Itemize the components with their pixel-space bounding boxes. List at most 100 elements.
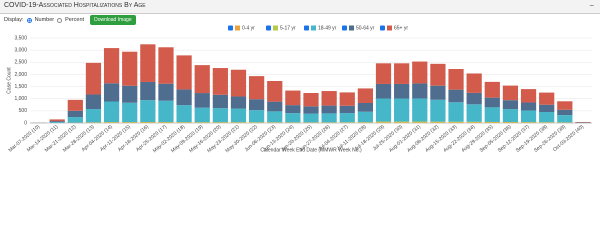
bar-segment (85, 109, 102, 123)
bar-segment (49, 121, 65, 123)
bar-segment (230, 69, 247, 97)
bar-segment (303, 113, 319, 123)
bar-segment (412, 98, 428, 122)
bar-segment (448, 102, 464, 122)
bar-segment (448, 89, 464, 103)
bar-segment (230, 96, 247, 109)
bar-segment (67, 99, 83, 111)
bar-segment (140, 100, 156, 123)
bar-segment (448, 69, 464, 90)
radio-label[interactable]: Percent (65, 17, 85, 23)
bar-segment (557, 115, 573, 123)
legend-item[interactable]: 18-49 yr (304, 25, 337, 31)
legend-swatch (349, 25, 354, 31)
bar-segment (539, 92, 555, 105)
bar-segment (230, 108, 247, 123)
legend-item[interactable]: 0-4 yr (228, 25, 255, 31)
bar-segment (484, 81, 500, 98)
radio-label[interactable]: Number (34, 17, 55, 23)
collapse-button[interactable]: − (589, 1, 594, 10)
bar-segment (412, 61, 428, 84)
bar-segment (122, 85, 138, 103)
bar-segment (520, 102, 537, 111)
bar-segment (303, 106, 319, 114)
bar-segment (103, 48, 120, 84)
legend-item[interactable]: 50-64 yr (342, 25, 375, 31)
y-tick-label: 1,500 (14, 84, 27, 90)
bar-segment (430, 85, 446, 100)
bar-segment (502, 100, 519, 110)
bar-segment (103, 83, 120, 102)
bar-segment (267, 111, 283, 123)
bar-segment (430, 63, 446, 86)
bar-segment (140, 122, 156, 123)
bar-segment (176, 105, 192, 123)
bar-segment (103, 101, 120, 123)
bar-segment (412, 83, 428, 99)
bar-segment (339, 113, 355, 123)
bar-segment (212, 68, 228, 95)
bar-segment (339, 105, 355, 114)
legend-checkbox (228, 25, 233, 31)
bar-segment (158, 83, 174, 101)
bar-segment (285, 90, 301, 106)
legend-item[interactable]: 5-17 yr (266, 25, 296, 31)
bar-segment (375, 83, 392, 99)
bar-segment (122, 102, 138, 123)
bar-segment (448, 121, 464, 123)
bar-segment (339, 92, 355, 106)
legend-swatch (273, 25, 278, 31)
bar-segment (122, 51, 138, 86)
legend-swatch (235, 25, 240, 31)
bar-segment (484, 121, 500, 123)
bar-segment (212, 108, 228, 123)
legend-checkbox (304, 25, 309, 31)
legend-label: 0-4 yr (242, 25, 255, 31)
bar-segment (176, 55, 192, 90)
controls: Display: Number Percent Download Image (4, 15, 136, 25)
legend-checkbox (342, 25, 347, 31)
bar-segment (194, 93, 210, 108)
y-tick-label: 3,500 (14, 35, 27, 41)
bar-segment (67, 110, 83, 118)
bar-segment (430, 121, 446, 123)
bar-segment (158, 47, 174, 84)
legend-label: 65+ yr (394, 25, 408, 31)
download-button[interactable]: Download Image (90, 15, 136, 25)
legend-label: 50-64 yr (356, 25, 375, 31)
bar-segment (212, 94, 228, 109)
radio[interactable] (57, 17, 63, 23)
bar-segment (394, 83, 410, 99)
x-axis-title: Calendar Week End Date (MMWR Week No.) (260, 147, 362, 153)
bar-segment (303, 92, 319, 107)
bar-segment (502, 109, 519, 123)
y-tick-label: 0 (24, 120, 27, 126)
bar-segment (430, 122, 446, 123)
y-tick-label: 500 (19, 108, 28, 114)
legend-swatch (311, 25, 316, 31)
y-axis-title: Case Count (6, 67, 12, 94)
bar-segment (357, 111, 374, 123)
bar-segment (394, 121, 410, 123)
bar-segment (557, 101, 573, 110)
bar-segment (484, 107, 500, 122)
radio[interactable] (26, 17, 32, 23)
bar-segment (539, 112, 555, 123)
x-tick-label: Mar-07-2020 (10) (8, 124, 42, 154)
bar-segment (412, 121, 428, 123)
bar-segment (375, 63, 392, 84)
bar-segment (248, 110, 265, 123)
chart: 0-4 yr 5-17 yr 18-49 yr 50-64 yr 65+ yr 0 500 1… (6, 25, 592, 154)
bar-segment (49, 119, 65, 122)
bar-segment (394, 122, 410, 123)
bar-segment (194, 107, 210, 123)
legend-item[interactable]: 65+ yr (380, 25, 408, 31)
bar-segment (267, 81, 283, 102)
bar-segment (394, 63, 410, 84)
y-tick-label: 2,500 (14, 60, 27, 66)
bar-segment (194, 65, 210, 94)
bar-segment (176, 89, 192, 106)
bar-segment (140, 81, 156, 101)
page: {"header": {"title": "COVID-19-Associate… (0, 0, 600, 156)
bar-segment (49, 122, 65, 123)
